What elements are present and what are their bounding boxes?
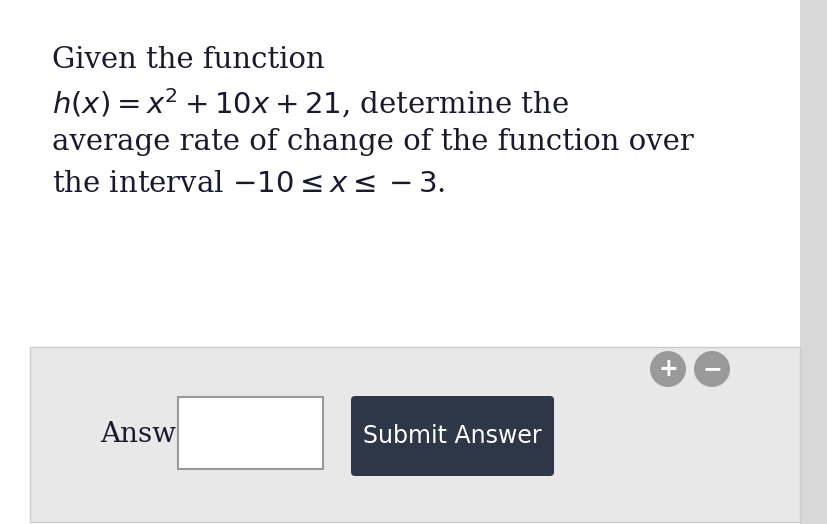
Text: +: + <box>657 357 677 381</box>
Circle shape <box>693 351 729 387</box>
Text: average rate of change of the function over: average rate of change of the function o… <box>52 128 693 156</box>
Text: −: − <box>701 357 721 381</box>
Text: Given the function: Given the function <box>52 46 324 74</box>
FancyBboxPatch shape <box>30 347 799 522</box>
Text: Submit Answer: Submit Answer <box>363 424 541 448</box>
FancyBboxPatch shape <box>178 397 323 469</box>
FancyBboxPatch shape <box>351 396 553 476</box>
FancyBboxPatch shape <box>799 0 827 524</box>
Text: the interval $-10 \leq x \leq -3$.: the interval $-10 \leq x \leq -3$. <box>52 170 445 198</box>
Text: $h(x) = x^2 + 10x + 21$, determine the: $h(x) = x^2 + 10x + 21$, determine the <box>52 86 568 120</box>
Text: Answer:: Answer: <box>100 420 215 447</box>
Circle shape <box>649 351 686 387</box>
